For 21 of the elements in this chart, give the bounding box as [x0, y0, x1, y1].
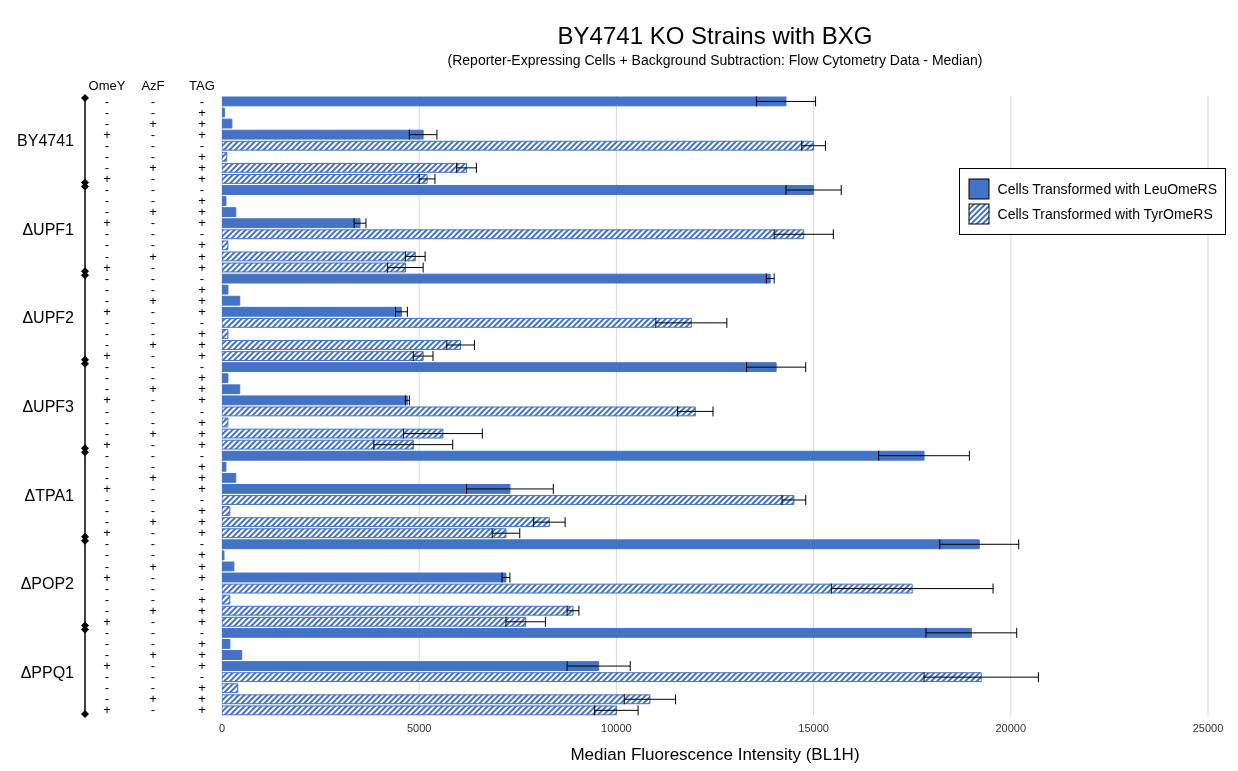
- x-tick-label: 5000: [406, 721, 432, 734]
- text: ΔPPQ1: [20, 663, 75, 681]
- x-tick-label: 25000: [1192, 721, 1224, 734]
- text: TAG: [189, 78, 215, 93]
- x-axis-title: Median Fluorescence Intensity (BL1H): [570, 745, 860, 764]
- text: ΔUPF3: [22, 398, 75, 415]
- text: ΔPOP2: [20, 575, 75, 593]
- x-tick-label: 0: [218, 721, 226, 734]
- chart-title: BY4741 KO Strains with BXG: [556, 22, 874, 50]
- legend-label: Cells Transformed with TyrOmeRS: [997, 206, 1213, 222]
- text: AzF: [141, 78, 165, 93]
- legend-label: Cells Transformed with LeuOmeRS: [997, 181, 1217, 197]
- x-tick-label: 20000: [995, 721, 1027, 734]
- text: BY4741: [17, 132, 75, 150]
- text: ΔUPF1: [22, 220, 75, 238]
- text: ΔTPA1: [24, 486, 75, 504]
- text: OmeY: [88, 78, 126, 93]
- text: ΔUPF2: [22, 309, 75, 327]
- x-tick-label: 10000: [601, 721, 632, 734]
- x-tick-label: 15000: [798, 721, 829, 734]
- chart-subtitle: (Reporter-Expressing Cells + Background Subtraction: Flow Cytometry Data - Median): [446, 52, 984, 68]
